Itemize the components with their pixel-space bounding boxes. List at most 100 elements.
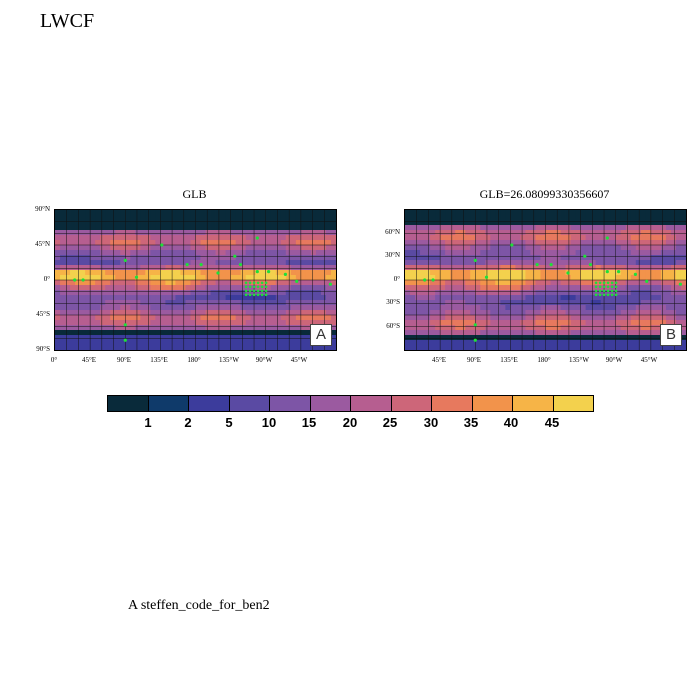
field-cell: [585, 265, 592, 271]
field-cell: [500, 295, 506, 301]
field-cell: [205, 235, 211, 241]
field-cell: [145, 305, 151, 311]
field-cell: [70, 260, 76, 266]
field-cell: [470, 345, 476, 350]
field-cell: [60, 250, 66, 256]
field-cell: [675, 215, 682, 221]
field-cell: [145, 265, 151, 271]
field-cell: [635, 220, 642, 226]
field-cell: [440, 290, 446, 296]
field-cell: [555, 345, 561, 350]
field-cell: [430, 245, 436, 251]
station-marker: [610, 289, 614, 293]
field-cell: [425, 345, 431, 350]
field-cell: [130, 295, 136, 301]
field-cell: [520, 300, 526, 306]
field-cell: [175, 240, 181, 246]
field-cell: [170, 270, 176, 276]
field-cell: [310, 235, 317, 241]
field-cell: [85, 235, 91, 241]
field-cell: [470, 325, 476, 331]
field-cell: [215, 330, 221, 336]
field-cell: [240, 345, 247, 350]
field-cell: [285, 285, 292, 291]
field-cell: [650, 290, 657, 296]
field-cell: [605, 335, 612, 341]
field-cell: [60, 260, 66, 266]
field-cell: [625, 295, 632, 301]
field-cell: [320, 215, 327, 221]
field-cell: [260, 260, 267, 266]
field-cell: [105, 335, 111, 341]
field-cell: [250, 330, 257, 336]
field-cell: [645, 295, 652, 301]
field-cell: [575, 250, 582, 256]
field-cell: [235, 290, 242, 296]
field-cell: [480, 280, 486, 286]
field-cell: [550, 325, 556, 331]
panel-a-title: GLB: [182, 187, 207, 201]
field-cell: [590, 235, 597, 241]
field-cell: [445, 210, 451, 216]
field-cell: [450, 340, 456, 346]
field-cell: [90, 310, 96, 316]
field-cell: [565, 245, 571, 251]
field-cell: [295, 330, 302, 336]
field-cell: [255, 290, 262, 296]
field-cell: [635, 310, 642, 316]
field-cell: [155, 225, 161, 231]
station-marker: [484, 275, 489, 279]
field-cell: [550, 245, 556, 251]
field-cell: [495, 275, 501, 281]
field-cell: [270, 260, 277, 266]
field-cell: [260, 330, 267, 336]
field-cell: [525, 255, 531, 261]
field-cell: [100, 315, 106, 321]
field-cell: [205, 265, 211, 271]
field-cell: [415, 235, 421, 241]
field-cell: [665, 255, 672, 261]
field-cell: [405, 280, 411, 286]
field-cell: [240, 290, 247, 296]
field-cell: [140, 230, 146, 236]
field-cell: [420, 315, 426, 321]
field-cell: [280, 290, 287, 296]
field-cell: [130, 280, 136, 286]
field-cell: [650, 215, 657, 221]
field-cell: [145, 280, 151, 286]
field-cell: [155, 300, 161, 306]
field-cell: [270, 310, 277, 316]
field-cell: [270, 320, 277, 326]
field-cell: [490, 300, 496, 306]
field-cell: [480, 245, 486, 251]
field-cell: [475, 345, 481, 350]
field-cell: [620, 330, 627, 336]
field-cell: [630, 250, 637, 256]
field-cell: [610, 260, 617, 266]
field-cell: [505, 310, 511, 316]
field-cell: [155, 285, 161, 291]
field-cell: [440, 310, 446, 316]
field-cell: [615, 275, 622, 281]
station-marker: [283, 272, 287, 276]
field-cell: [605, 215, 612, 221]
field-cell: [165, 300, 171, 306]
field-cell: [475, 240, 481, 246]
field-cell: [215, 265, 221, 271]
field-cell: [320, 235, 327, 241]
field-cell: [215, 260, 221, 266]
field-cell: [65, 280, 71, 286]
field-cell: [175, 295, 181, 301]
field-cell: [405, 225, 411, 231]
field-cell: [630, 210, 637, 216]
field-cell: [465, 295, 471, 301]
field-cell: [275, 215, 282, 221]
field-cell: [75, 290, 81, 296]
field-cell: [160, 230, 166, 236]
field-cell: [180, 345, 186, 350]
field-cell: [675, 225, 682, 231]
field-cell: [210, 295, 216, 301]
field-cell: [220, 290, 227, 296]
field-cell: [600, 325, 607, 331]
field-cell: [185, 295, 191, 301]
